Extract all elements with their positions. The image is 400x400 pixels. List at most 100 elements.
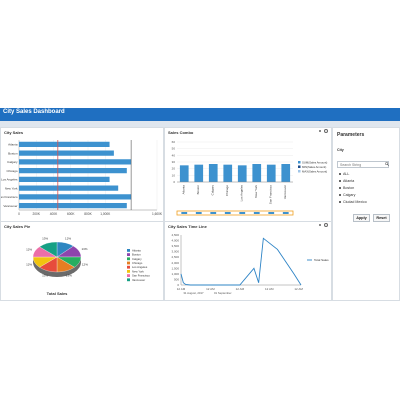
category-label: Vancouver [3,204,17,208]
bar [237,165,247,182]
category-label: Boston [196,185,200,195]
y-tick-label: 2,500 [171,255,179,259]
y-tick-label: 2,000 [171,261,179,265]
option-label[interactable]: Atlanta [343,179,355,183]
legend-label: New York [132,269,144,273]
x-tick-label: 12 AM [265,287,274,291]
legend-swatch [127,265,130,269]
apply-button[interactable]: Apply [353,214,370,222]
more-icon[interactable] [319,130,321,132]
city-sales-pie-panel: City Sales Pie 12% 13% 12% 13% 13% 12% 12% 13% T… [0,221,164,301]
y-tick-label: 60 [172,140,176,144]
y-tick-label: 500 [174,277,179,281]
y-tick-label: 50 [172,147,176,151]
toolbar-strip [0,121,400,129]
legend-label: MIN(Sales Amount) [302,165,326,169]
bar [179,165,189,182]
y-tick-label: 3,000 [171,250,179,254]
dashboard-title: City Sales Dashboard [3,109,65,115]
time-line-panel: City Sales Time Line 0 500 1,000 1,500 2,000… [164,221,332,301]
slider-bar [181,212,188,214]
slider-bar [253,212,260,214]
city-sales-panel: City Sales 0 200K 400K 600K 800K 1,000K 1,600K… [0,127,164,222]
legend-swatch [127,257,130,261]
slice-percent-label: 13% [66,273,72,277]
y-tick-label: 1,500 [171,266,179,270]
bar [19,141,110,147]
x-tick-label: 12 AM [177,287,186,291]
x-tick-label: 200K [33,212,41,216]
legend-label: San Francisco [132,274,150,278]
legend-swatch [127,278,130,282]
legend-swatch [298,170,301,173]
legend-label: Vancouver [132,278,145,282]
legend-label: MAX(Sales Amount) [302,169,327,173]
option-label[interactable]: Boston [343,186,355,190]
sales-combo-chart: 0 10 20 30 40 50 60 Atlanta Boston Calgary Chicago… [172,140,327,216]
option-label[interactable]: Ciudad Mexico [343,200,367,204]
option-checkbox[interactable] [339,173,341,175]
legend-label: Atlanta [132,248,141,252]
gear-icon[interactable] [324,223,328,227]
option-label[interactable]: ALL [343,172,350,176]
dashboard-app: City Sales Dashboard City Sales 0 200K 400… [0,108,400,301]
y-tick-label: 1,000 [171,272,179,276]
legend-swatch [298,161,301,164]
reset-button[interactable]: Reset [373,214,390,222]
bar [19,194,132,200]
search-icon[interactable] [385,162,389,166]
bar [281,164,291,182]
option-checkbox[interactable] [339,187,341,189]
legend-swatch [127,249,130,252]
parameters-panel: Parameters City Search String ALL Atlanta… [332,127,400,301]
legend-label: Calgary [132,257,142,261]
y-tick-label: 20 [172,167,176,171]
option-checkbox[interactable] [339,194,341,196]
slider-bar [282,212,289,214]
slider-bar [195,212,202,214]
option-checkbox[interactable] [339,180,341,182]
bar [19,159,132,165]
slice-percent-label: 12% [82,262,88,266]
bar [252,164,262,182]
x-tick-label: 1,600K [152,212,163,216]
x-tick-label: 12 AM [294,287,303,291]
slider-bar [268,212,275,214]
slider-bar [224,212,231,214]
more-icon[interactable] [319,224,321,226]
city-search-input[interactable]: Search String [337,161,389,168]
y-tick-label: 30 [172,160,176,164]
y-tick-label: 0 [173,180,175,184]
legend-swatch [127,253,130,256]
category-label: Calgary [7,160,18,164]
bar [19,185,119,191]
x-tick-label: 600K [67,212,75,216]
x-tick-label: 12 AM [206,287,215,291]
slice-percent-label: 13% [42,237,48,241]
legend-label: Chicago [132,261,143,265]
category-label: Chicago [225,185,229,196]
x-sub-label: 01 September [214,291,232,295]
bar [19,203,127,209]
range-slider [176,210,294,216]
search-placeholder: Search String [340,163,362,167]
legend-swatch [298,165,301,168]
option-label[interactable]: Calgary [343,193,356,197]
category-label: Chicago [6,169,17,173]
legend-swatch [127,261,130,265]
legend-label: Total Sales [314,258,329,262]
slice-percent-label: 13% [42,273,48,277]
category-label: New York [5,186,18,190]
bar [19,176,110,182]
legend-swatch [127,270,130,273]
x-tick-label: 800K [84,212,92,216]
slider-bar [210,212,217,214]
city-field-label: City [337,148,344,152]
city-sales-title: City Sales [4,130,24,135]
bar [208,164,218,182]
legend-label: SUM(Sales Amount) [302,160,327,164]
gear-icon[interactable] [324,129,328,133]
parameters-title: Parameters [337,132,365,138]
option-checkbox[interactable] [339,201,341,203]
pie-slice [39,241,58,258]
